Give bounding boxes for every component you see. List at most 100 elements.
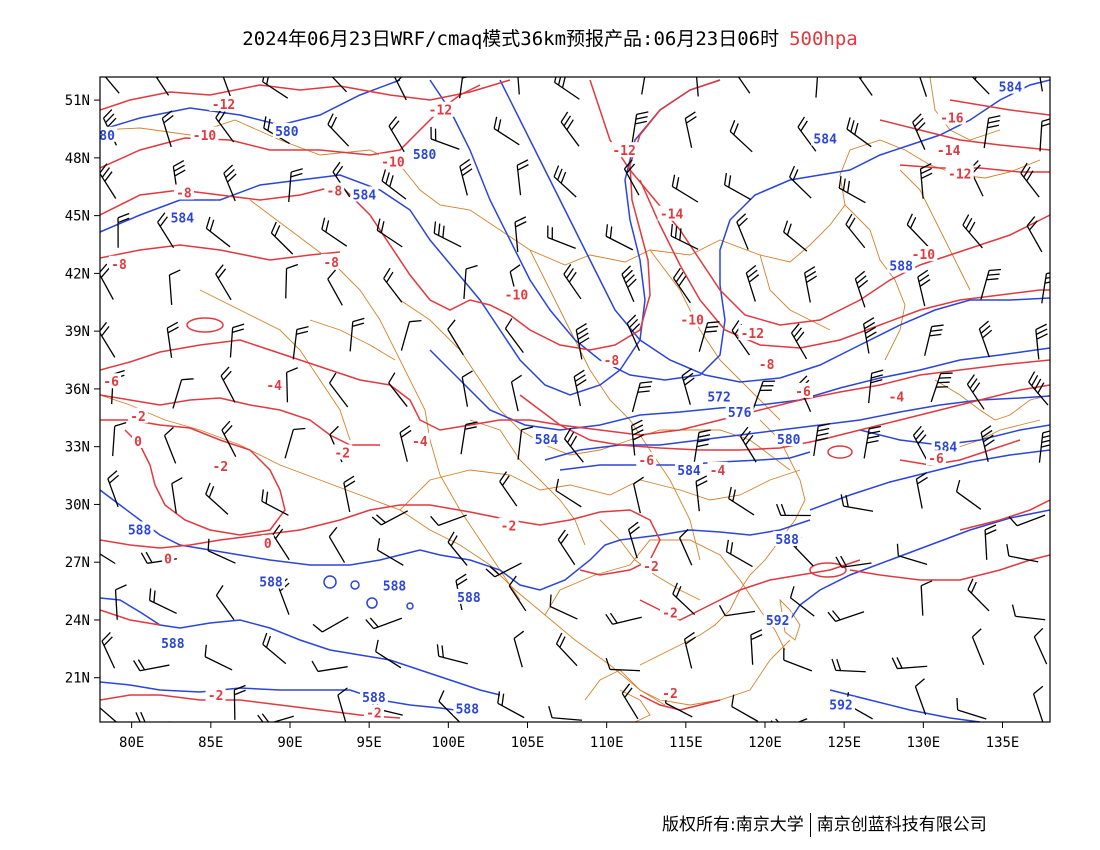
wind-barb bbox=[1033, 627, 1048, 665]
x-tick-label: 85E bbox=[198, 735, 223, 751]
temperature-contour-label: -12 bbox=[612, 144, 635, 159]
wind-barb bbox=[461, 370, 473, 407]
wind-barb bbox=[924, 324, 944, 356]
y-tick-label: 30N bbox=[65, 497, 90, 513]
wind-barb bbox=[919, 163, 933, 199]
temperature-contour-label: -2 bbox=[334, 446, 350, 461]
wind-barb bbox=[783, 220, 808, 252]
wind-barb bbox=[1035, 323, 1048, 360]
contour-label-background bbox=[173, 184, 194, 200]
wind-barb bbox=[557, 529, 576, 566]
wind-barb bbox=[915, 472, 928, 509]
height-contour-label: 584 bbox=[999, 81, 1023, 96]
wind-barb bbox=[745, 265, 760, 302]
y-tick-label: 24N bbox=[65, 613, 90, 629]
wind-barb bbox=[672, 582, 696, 616]
wind-barb bbox=[508, 575, 527, 612]
wind-barb bbox=[563, 264, 582, 300]
x-tick-label: 105E bbox=[511, 735, 545, 751]
wind-barb bbox=[575, 323, 590, 360]
y-tick-label: 33N bbox=[65, 440, 90, 456]
wind-barb bbox=[863, 425, 882, 459]
wind-barb bbox=[980, 268, 1002, 300]
x-tick-label: 110E bbox=[590, 735, 624, 751]
height-contour-label: 584 bbox=[677, 464, 701, 479]
height-contour-label: 588 bbox=[383, 579, 407, 594]
contour-label-background bbox=[109, 255, 129, 271]
x-tick-label: 95E bbox=[357, 735, 382, 751]
x-tick-label: 135E bbox=[986, 735, 1020, 751]
wind-barb bbox=[984, 524, 997, 560]
wind-barb bbox=[327, 113, 350, 147]
contour-label-background bbox=[101, 373, 122, 389]
temperature-contour-label: -8 bbox=[604, 354, 620, 369]
wind-barb bbox=[789, 586, 815, 617]
copyright-footer: 版权所有:南京大学 南京创蓝科技有限公司 bbox=[662, 810, 987, 837]
wind-barb bbox=[698, 321, 720, 352]
contour-label-background bbox=[190, 126, 219, 142]
temperature-contour-label: -14 bbox=[660, 208, 684, 223]
temperature-contour-label: -2 bbox=[366, 706, 382, 721]
wind-barb bbox=[813, 423, 831, 457]
wind-barb bbox=[815, 77, 819, 98]
wind-barb bbox=[1028, 371, 1049, 406]
temperature-contour-label: -8 bbox=[176, 187, 192, 202]
contour-label-background bbox=[209, 95, 238, 111]
wind-barb bbox=[678, 528, 693, 566]
wind-barb bbox=[563, 428, 584, 463]
temperature-contour-label: -2 bbox=[662, 687, 678, 702]
wind-barb bbox=[983, 115, 1001, 149]
wind-barb bbox=[100, 321, 116, 358]
wind-barb bbox=[220, 366, 236, 403]
contour-label-background bbox=[886, 388, 907, 404]
wind-barb bbox=[504, 318, 524, 354]
wind-barb bbox=[400, 319, 422, 351]
wind-barb bbox=[517, 77, 520, 95]
temperature-contour-label: -10 bbox=[381, 156, 405, 171]
wind-barb bbox=[670, 224, 699, 250]
height-contour-label: 592 bbox=[766, 614, 789, 629]
contour-label-background bbox=[205, 687, 226, 703]
wind-barb bbox=[207, 538, 236, 564]
wind-barb bbox=[262, 632, 287, 665]
contour-label-background bbox=[378, 153, 407, 169]
wind-barb bbox=[868, 369, 884, 404]
x-tick-label: 115E bbox=[669, 735, 703, 751]
contour-label-background bbox=[774, 430, 803, 446]
height-contour-label: 592 bbox=[829, 699, 852, 714]
footer-separator bbox=[809, 813, 811, 837]
wind-barb bbox=[262, 77, 289, 99]
contour-label-background bbox=[926, 450, 946, 466]
contour-label-background bbox=[324, 182, 345, 198]
wind-barb bbox=[365, 617, 403, 630]
y-tick-label: 42N bbox=[65, 266, 90, 282]
wind-barb bbox=[375, 639, 402, 669]
wind-barb bbox=[157, 212, 175, 249]
wind-barb bbox=[311, 660, 348, 673]
wind-barb bbox=[1041, 272, 1050, 304]
wind-barb bbox=[460, 421, 478, 455]
wind-barb bbox=[725, 539, 753, 568]
wind-barb bbox=[729, 120, 753, 153]
temperature-contour-label: -8 bbox=[111, 258, 127, 273]
contour-label-background bbox=[426, 101, 455, 117]
wind-barb bbox=[383, 267, 403, 303]
wind-barb bbox=[328, 526, 346, 563]
wind-barb bbox=[846, 117, 872, 148]
wind-barb bbox=[971, 628, 985, 665]
wind-barb bbox=[896, 543, 928, 565]
temperature-contour-label: -12 bbox=[741, 327, 764, 342]
contour-label-background bbox=[502, 286, 531, 302]
wind-barb bbox=[917, 269, 931, 307]
wind-barb bbox=[978, 320, 993, 358]
contour-label-background bbox=[453, 700, 482, 716]
wind-barb bbox=[980, 425, 995, 462]
contour-label-background bbox=[359, 688, 388, 704]
wind-barb bbox=[493, 116, 520, 146]
y-tick-label: 21N bbox=[65, 671, 90, 687]
contour-label-background bbox=[332, 444, 353, 460]
wind-barb bbox=[605, 224, 634, 251]
wind-barb bbox=[438, 690, 461, 722]
wind-barb bbox=[1032, 685, 1044, 722]
